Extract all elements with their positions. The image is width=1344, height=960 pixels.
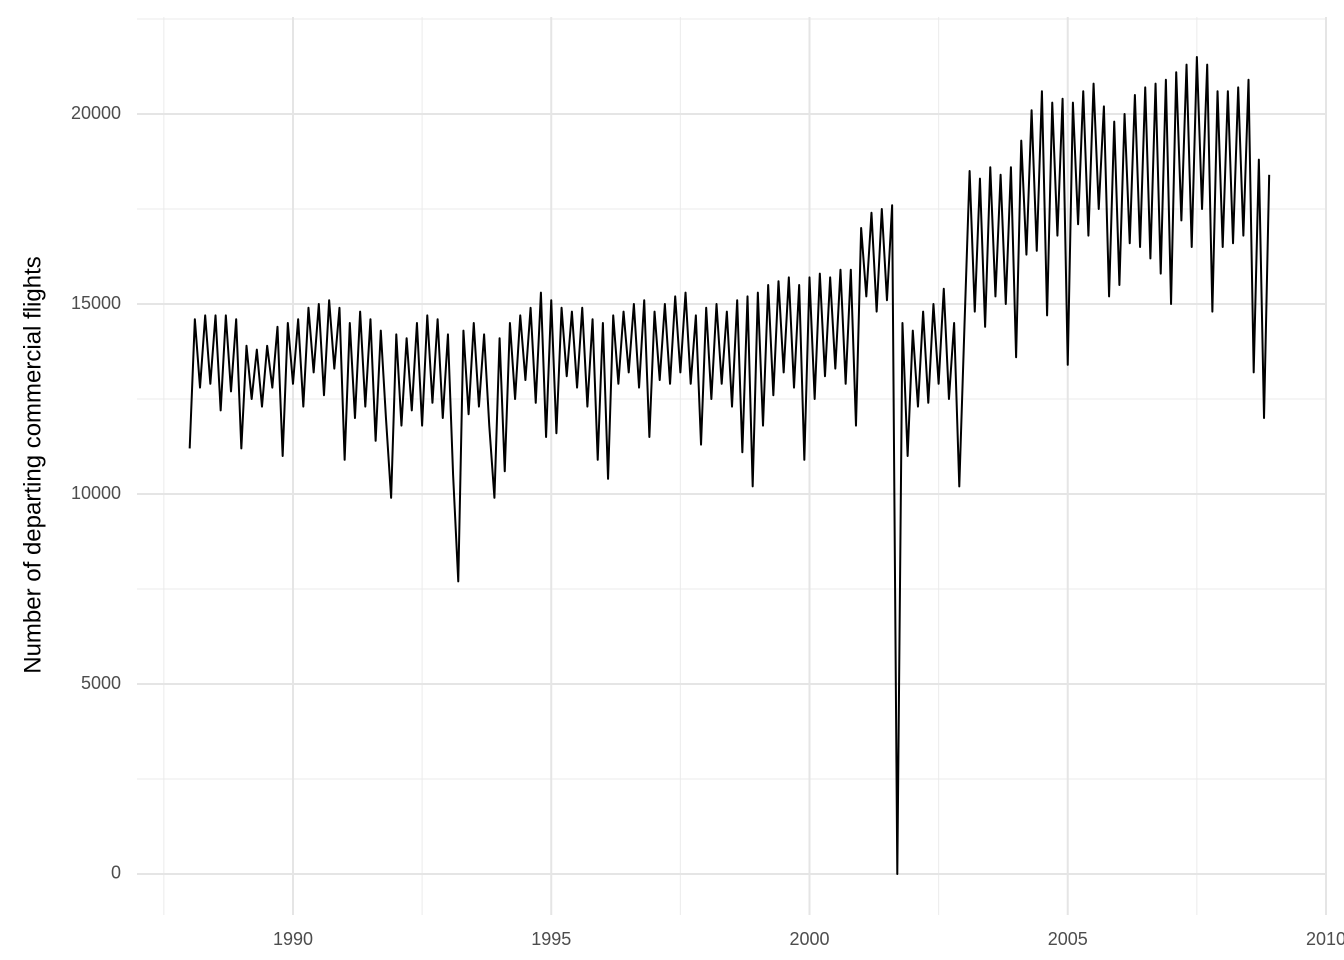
x-tick-label: 2000 — [789, 929, 829, 949]
grid: 1990 1995 2000 2005 2010 0 5000 10000 15000 20000 — [71, 17, 1344, 949]
y-tick-label: 20000 — [71, 103, 121, 123]
x-tick-label: 2010 — [1306, 929, 1344, 949]
series-line — [188, 56, 1271, 875]
marks — [188, 56, 1271, 875]
x-tick-label: 1995 — [531, 929, 571, 949]
y-tick-label: 10000 — [71, 483, 121, 503]
x-tick-label: 1990 — [273, 929, 313, 949]
y-axis-title: Number of departing commercial flights — [19, 256, 46, 674]
y-tick-label: 0 — [111, 863, 121, 883]
y-tick-label: 5000 — [81, 673, 121, 693]
x-tick-label: 2005 — [1048, 929, 1088, 949]
y-tick-label: 15000 — [71, 293, 121, 313]
